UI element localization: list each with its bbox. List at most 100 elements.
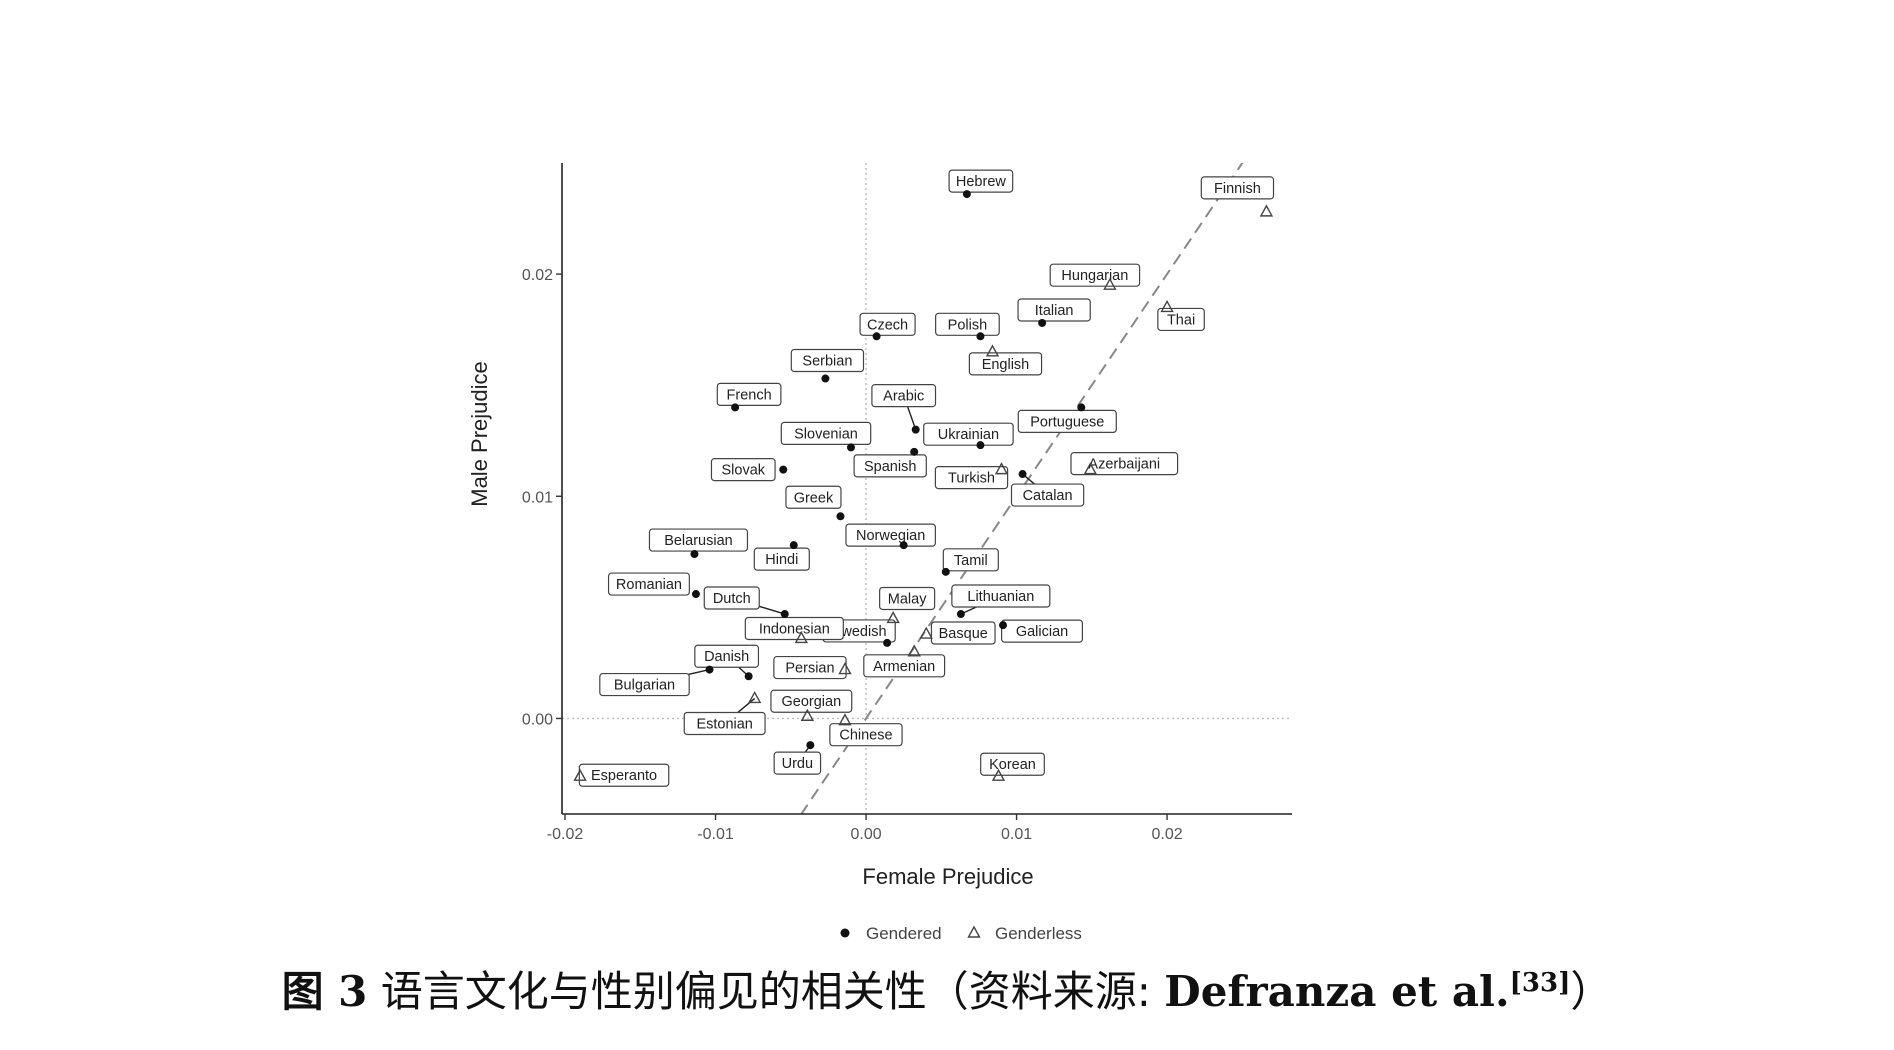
gendered-point — [731, 403, 740, 412]
genderless-point — [1103, 277, 1117, 290]
point-label-box — [1070, 452, 1179, 476]
point-label-box — [773, 655, 847, 680]
point-label: Danish — [704, 649, 749, 665]
genderless-point — [800, 708, 815, 721]
point-label: Lithuanian — [967, 589, 1034, 605]
gendered-point — [846, 443, 855, 452]
point-label: Urdu — [782, 756, 813, 772]
point-label: Polish — [948, 317, 988, 333]
point-label: Hebrew — [956, 174, 1006, 190]
point-label-box — [578, 763, 670, 787]
gendered-point — [999, 621, 1008, 630]
figure-caption: 图 3 语言文化与性别偏见的相关性（资料来源: Defranza et al.[… — [0, 958, 1894, 1019]
diagonal-group — [800, 163, 1244, 814]
point-label: Finnish — [1214, 181, 1261, 197]
point-label-box — [934, 466, 1009, 490]
genderless-point — [747, 691, 762, 704]
point-label-box — [948, 169, 1014, 193]
gendered-point — [1018, 470, 1027, 479]
marker-group — [573, 190, 1274, 781]
gendered-point — [883, 638, 892, 647]
gendered-point — [821, 374, 830, 383]
caption-reference: [33] — [1509, 968, 1571, 998]
point-label-box — [951, 584, 1051, 608]
point-label: Thai — [1167, 312, 1195, 328]
point-label: Portuguese — [1030, 414, 1104, 430]
point-label: French — [727, 387, 772, 403]
diagonal-reference-line — [800, 163, 1244, 814]
point-label: Turkish — [948, 471, 995, 487]
point-label: Azerbaijani — [1088, 457, 1160, 473]
point-label-box — [879, 586, 936, 611]
point-label: Czech — [867, 317, 908, 333]
point-label-box — [744, 616, 844, 641]
point-label: Ukrainian — [938, 427, 999, 443]
y-tick-label: 0.02 — [522, 267, 553, 284]
gendered-point — [806, 741, 815, 750]
gendered-point — [1077, 403, 1086, 412]
x-tick-label: 0.01 — [1001, 826, 1032, 843]
gendered-point — [705, 665, 714, 674]
point-label: Catalan — [1023, 488, 1073, 504]
gendered-point — [789, 541, 798, 550]
point-label-box — [790, 348, 865, 373]
gendered-point — [1038, 318, 1047, 327]
point-label: Serbian — [802, 354, 852, 370]
point-label: Malay — [888, 591, 927, 607]
point-label: Dutch — [713, 591, 751, 607]
point-label: Hungarian — [1061, 268, 1128, 284]
point-label-box — [942, 548, 999, 572]
point-label-box — [1157, 307, 1205, 332]
point-label-box — [1049, 263, 1141, 287]
point-label: Basque — [939, 626, 988, 642]
genderless-point — [994, 462, 1009, 475]
gendered-point — [911, 425, 920, 434]
point-label-box — [1010, 483, 1085, 507]
genderless-point — [1160, 299, 1174, 313]
point-label-box — [1017, 298, 1091, 322]
point-label-box — [780, 421, 872, 445]
point-label: Belarusian — [664, 533, 733, 549]
x-tick-label: -0.01 — [697, 826, 734, 843]
point-label: Persian — [785, 661, 834, 677]
point-label: Arabic — [883, 389, 924, 405]
caption-figure-number: 图 3 — [281, 967, 368, 1016]
point-label: Chinese — [839, 728, 892, 744]
point-label-box — [845, 523, 936, 547]
point-label: English — [982, 357, 1030, 373]
caption-text: 语言文化与性别偏见的相关性（资料来源: — [380, 967, 1165, 1016]
gendered-point — [976, 332, 985, 341]
point-label-box — [871, 384, 937, 408]
point-label: Greek — [794, 490, 834, 506]
point-label-box — [607, 572, 690, 596]
point-label: Estonian — [696, 716, 752, 732]
scatter-chart: -0.02 -0.01 0.00 0.01 0.02 0.00 0.01 0.02 Female… — [467, 163, 1292, 943]
x-tick-label: 0.00 — [850, 826, 881, 843]
y-axis-label: Male Prejudice — [467, 361, 492, 507]
gendered-point — [899, 541, 908, 550]
point-label-box — [753, 547, 810, 571]
gendered-point — [690, 550, 699, 559]
point-label-box — [703, 586, 760, 610]
gendered-point — [836, 512, 845, 521]
point-label-group: Hebrew Czech Polish Italian Serbian French Ara… — [578, 169, 1275, 787]
genderless-point — [1259, 204, 1274, 217]
point-label: Tamil — [954, 553, 988, 569]
point-label-box — [773, 751, 822, 775]
point-label-box — [935, 312, 1000, 336]
genderless-point — [919, 626, 933, 639]
point-label-box — [829, 723, 903, 747]
genderless-point — [907, 644, 921, 657]
point-label-box — [863, 654, 946, 678]
point-label-box — [710, 458, 776, 482]
gendered-point — [780, 610, 789, 619]
point-label: Esperanto — [591, 768, 657, 784]
gendered-point — [956, 610, 965, 619]
point-label-box — [930, 621, 996, 645]
genderless-point — [886, 611, 900, 624]
point-label: Italian — [1035, 303, 1074, 319]
point-label-box — [853, 454, 927, 478]
point-label-box — [599, 672, 690, 697]
gendered-point — [910, 447, 919, 456]
point-label-box — [716, 382, 782, 407]
